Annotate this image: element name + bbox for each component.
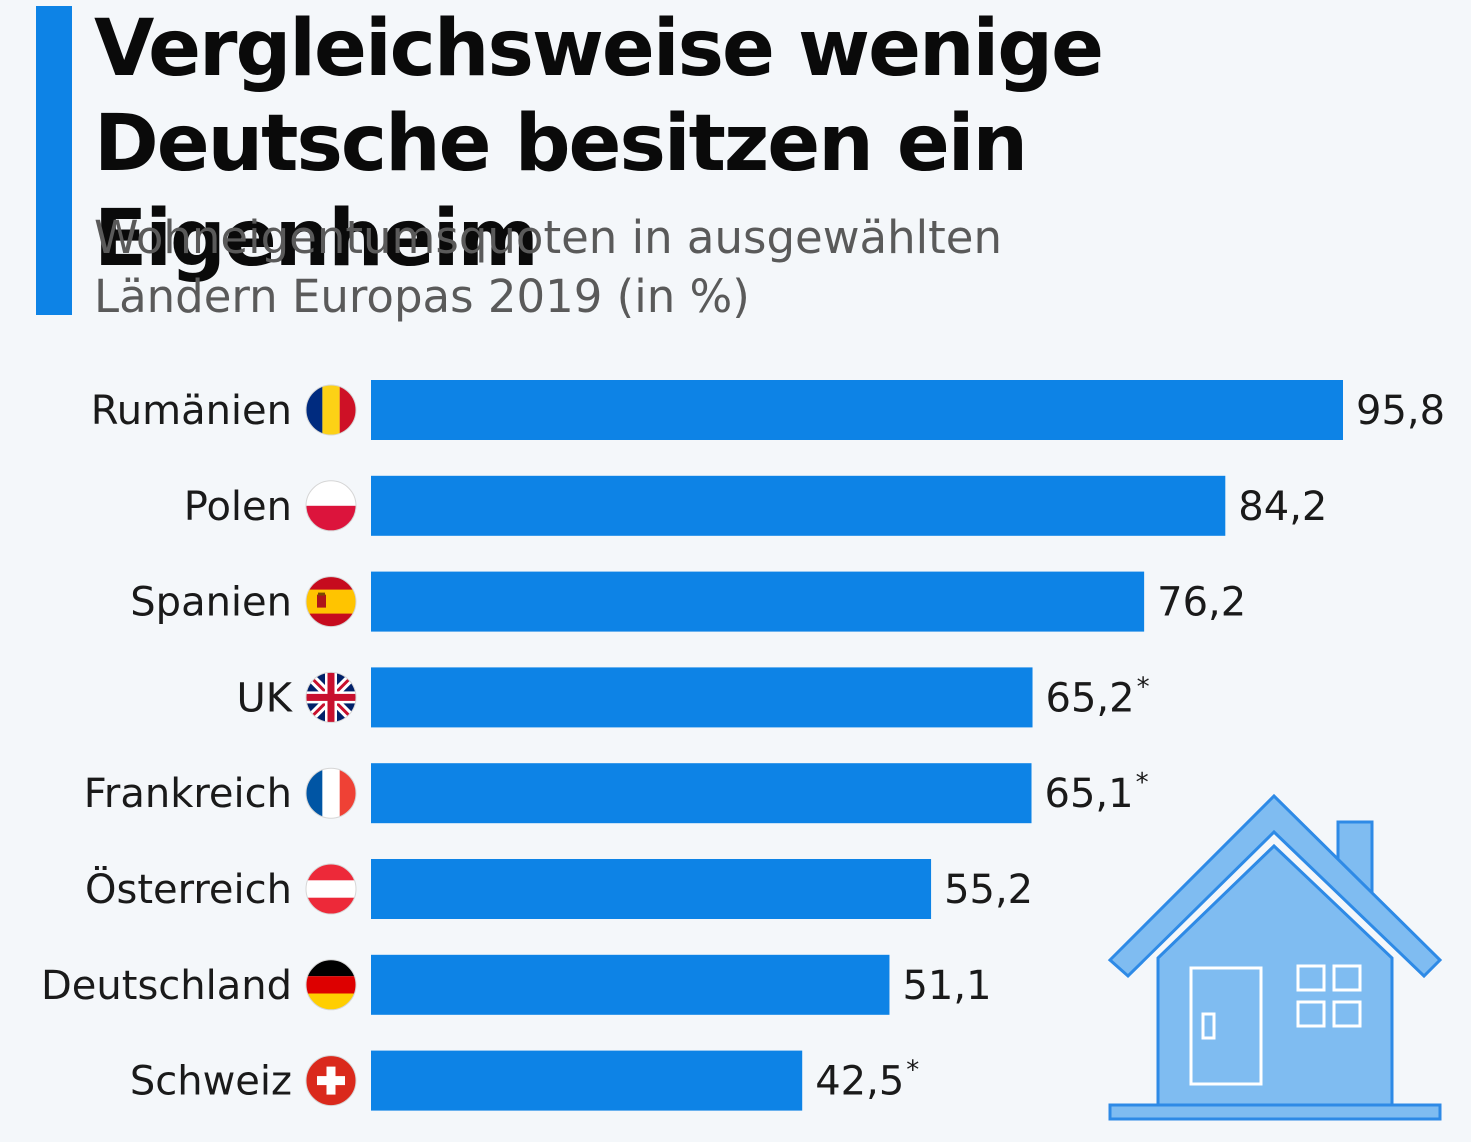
germany-flag-icon [305,959,357,1011]
value-label: 55,2 [944,867,1033,913]
uk-flag-icon [305,671,357,723]
category-label: Polen [184,484,292,530]
bar [371,571,1145,632]
value-label: 65,1* [1045,768,1149,817]
title-line-1: Vergleichsweise wenige [94,4,1104,94]
category-label: Österreich [85,865,292,913]
category-label: Deutschland [41,963,292,1009]
value-label: 42,5* [815,1056,919,1105]
chart-subtitle: Wohneigentumsquoten in ausgewählten Länd… [94,208,1194,326]
category-label: Spanien [130,580,292,626]
title-line-2: Deutsche besitzen ein Eigenheim [94,99,1028,284]
bar [371,954,890,1015]
value-label: 51,1 [902,963,991,1009]
france-flag-icon [305,767,357,819]
value-label: 84,2 [1238,484,1327,530]
austria-flag-icon [305,863,357,915]
category-label: Frankreich [84,771,292,817]
poland-flag-icon [305,480,357,532]
switzerland-flag-icon [305,1055,357,1107]
subtitle-line-1: Wohneigentumsquoten in ausgewählten [94,211,1002,264]
bar [371,1050,803,1111]
chart-title: Vergleichsweise wenige Deutsche besitzen… [94,2,1464,287]
value-label: 65,2* [1046,672,1150,721]
bar [371,859,932,919]
bar [371,475,1226,536]
bar [371,763,1032,824]
accent-bar [36,6,72,315]
bars-layer: Rumänien 95,8 Polen 84,2 Spanien 76,2 UK 65,2* F… [41,380,1445,1111]
value-label: 76,2 [1157,580,1246,626]
spain-flag-icon [305,576,357,628]
category-label: Schweiz [130,1059,292,1105]
value-label: 95,8 [1356,388,1445,434]
category-label: UK [236,675,293,721]
subtitle-line-2: Ländern Europas 2019 (in %) [94,270,750,323]
house-icon [1107,793,1443,1121]
category-label: Rumänien [91,388,292,434]
romania-flag-icon [305,384,357,436]
bar [371,380,1343,440]
bar [371,667,1033,728]
